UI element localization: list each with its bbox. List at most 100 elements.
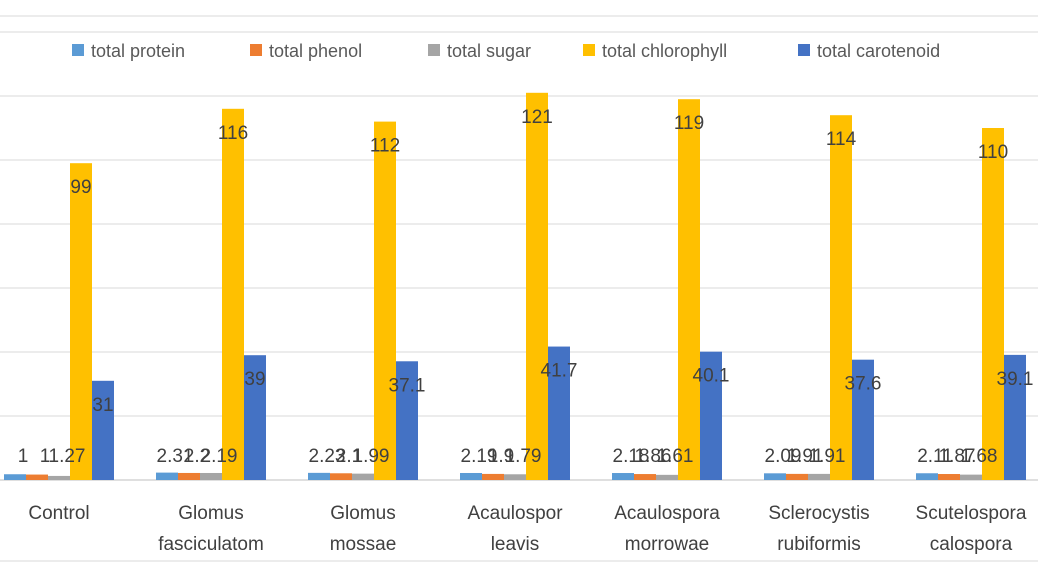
legend-item-total-protein: total protein [72,41,185,61]
legend-swatch [428,44,440,56]
bar-total-phenol-0 [26,474,48,480]
bar-total-phenol-2 [330,473,352,480]
data-label: 99 [70,177,91,198]
legend-label: total chlorophyll [602,41,727,61]
bar-total-sugar-4 [656,474,678,480]
bar-total-sugar-0 [48,475,70,480]
category-label: rubiformis [777,534,860,555]
legend-swatch [583,44,595,56]
legend-label: total carotenoid [817,41,940,61]
bar-total-protein-0 [4,474,26,480]
data-label: 1 [40,446,51,467]
data-labels: 12.312.232.192.182.092.112.112.22.11.91.… [18,107,1034,467]
data-label: 2.11 [917,446,953,467]
legend-swatch [72,44,84,56]
bar-total-protein-4 [612,473,634,480]
legend-item-total-carotenoid: total carotenoid [798,41,940,61]
legend-label: total protein [91,41,185,61]
legend-label: total phenol [269,41,362,61]
data-label: 2.09 [765,446,802,467]
bar-total-protein-5 [764,473,786,480]
bar-total-protein-1 [156,472,178,480]
legend-item-total-sugar: total sugar [428,41,531,61]
data-label: 2.19 [461,446,498,467]
legend-item-total-chlorophyll: total chlorophyll [583,41,727,61]
data-label: 110 [978,142,1008,163]
data-label: 2.19 [201,446,238,467]
category-label: mossae [330,534,397,555]
data-label: 37.1 [389,375,426,396]
bar-total-chlorophyll-2 [374,121,396,480]
data-label: 1.99 [353,446,390,467]
data-label: 1.91 [787,446,824,467]
data-label: 1.68 [961,446,998,467]
bar-total-phenol-4 [634,474,656,480]
bar-total-carotenoid-6 [1004,354,1026,480]
bar-total-sugar-5 [808,473,830,480]
legend: total protein total phenol total sugar tota… [72,41,940,61]
data-label: 1.86 [635,446,672,467]
legend-item-total-phenol: total phenol [250,41,362,61]
bar-total-chlorophyll-6 [982,128,1004,480]
legend-label: total sugar [447,41,531,61]
bar-total-chlorophyll-3 [526,92,548,481]
bar-total-protein-3 [460,472,482,480]
data-label: 1.61 [657,446,694,467]
bar-total-carotenoid-0 [92,380,114,480]
data-label: 39 [244,369,265,390]
bar-total-chlorophyll-1 [222,108,244,481]
bar-total-sugar-3 [504,474,526,480]
category-label: Sclerocystis [768,503,869,524]
bar-total-carotenoid-5 [852,359,874,480]
bar-total-sugar-2 [352,473,374,480]
data-label: 2.31 [157,446,194,467]
gridlines [0,15,1038,562]
bar-total-protein-6 [916,473,938,480]
data-label: 1.9 [488,446,514,467]
category-labels: Control Glomus fasciculatom Glomus mossae Aca… [28,503,1027,555]
data-label: 31 [92,395,113,416]
data-label: 2.23 [309,446,346,467]
category-label: Glomus [178,503,243,524]
bar-total-chlorophyll-4 [678,99,700,480]
bar-total-protein-2 [308,472,330,480]
bar-total-carotenoid-4 [700,351,722,480]
bar-total-phenol-3 [482,473,504,480]
bar-total-carotenoid-1 [244,355,266,480]
data-label: 1.87 [939,446,976,467]
category-label: Glomus [330,503,395,524]
data-label: 37.6 [845,374,882,395]
data-label: 1.91 [809,446,846,467]
category-label: Acaulospor [467,503,563,524]
category-label: Acaulospora [614,503,720,524]
data-label: 2.1 [336,446,362,467]
bar-total-carotenoid-2 [396,361,418,480]
data-label: 114 [826,129,857,150]
category-label: Scutelospora [916,503,1027,524]
legend-swatch [798,44,810,56]
bar-total-phenol-6 [938,474,960,480]
bars [4,92,1026,481]
legend-swatch [250,44,262,56]
data-label: 119 [674,113,704,134]
bar-total-carotenoid-3 [548,346,570,480]
data-label: 121 [521,107,553,128]
data-label: 116 [218,123,248,144]
bar-total-chlorophyll-0 [70,163,92,480]
category-label: fasciculatom [158,534,264,555]
category-label: morrowae [625,534,709,555]
data-label: 2.18 [613,446,650,467]
bar-total-phenol-1 [178,472,200,480]
data-label: 112 [370,136,400,157]
category-label: leavis [491,534,540,555]
data-label: 39.1 [997,369,1034,390]
category-label: Control [28,503,89,524]
data-label: 1.79 [505,446,542,467]
data-label: 2.2 [184,446,210,467]
bar-total-sugar-1 [200,472,222,480]
bar-total-chlorophyll-5 [830,115,852,480]
data-label: 1.27 [49,446,86,467]
category-label: calospora [930,534,1013,555]
